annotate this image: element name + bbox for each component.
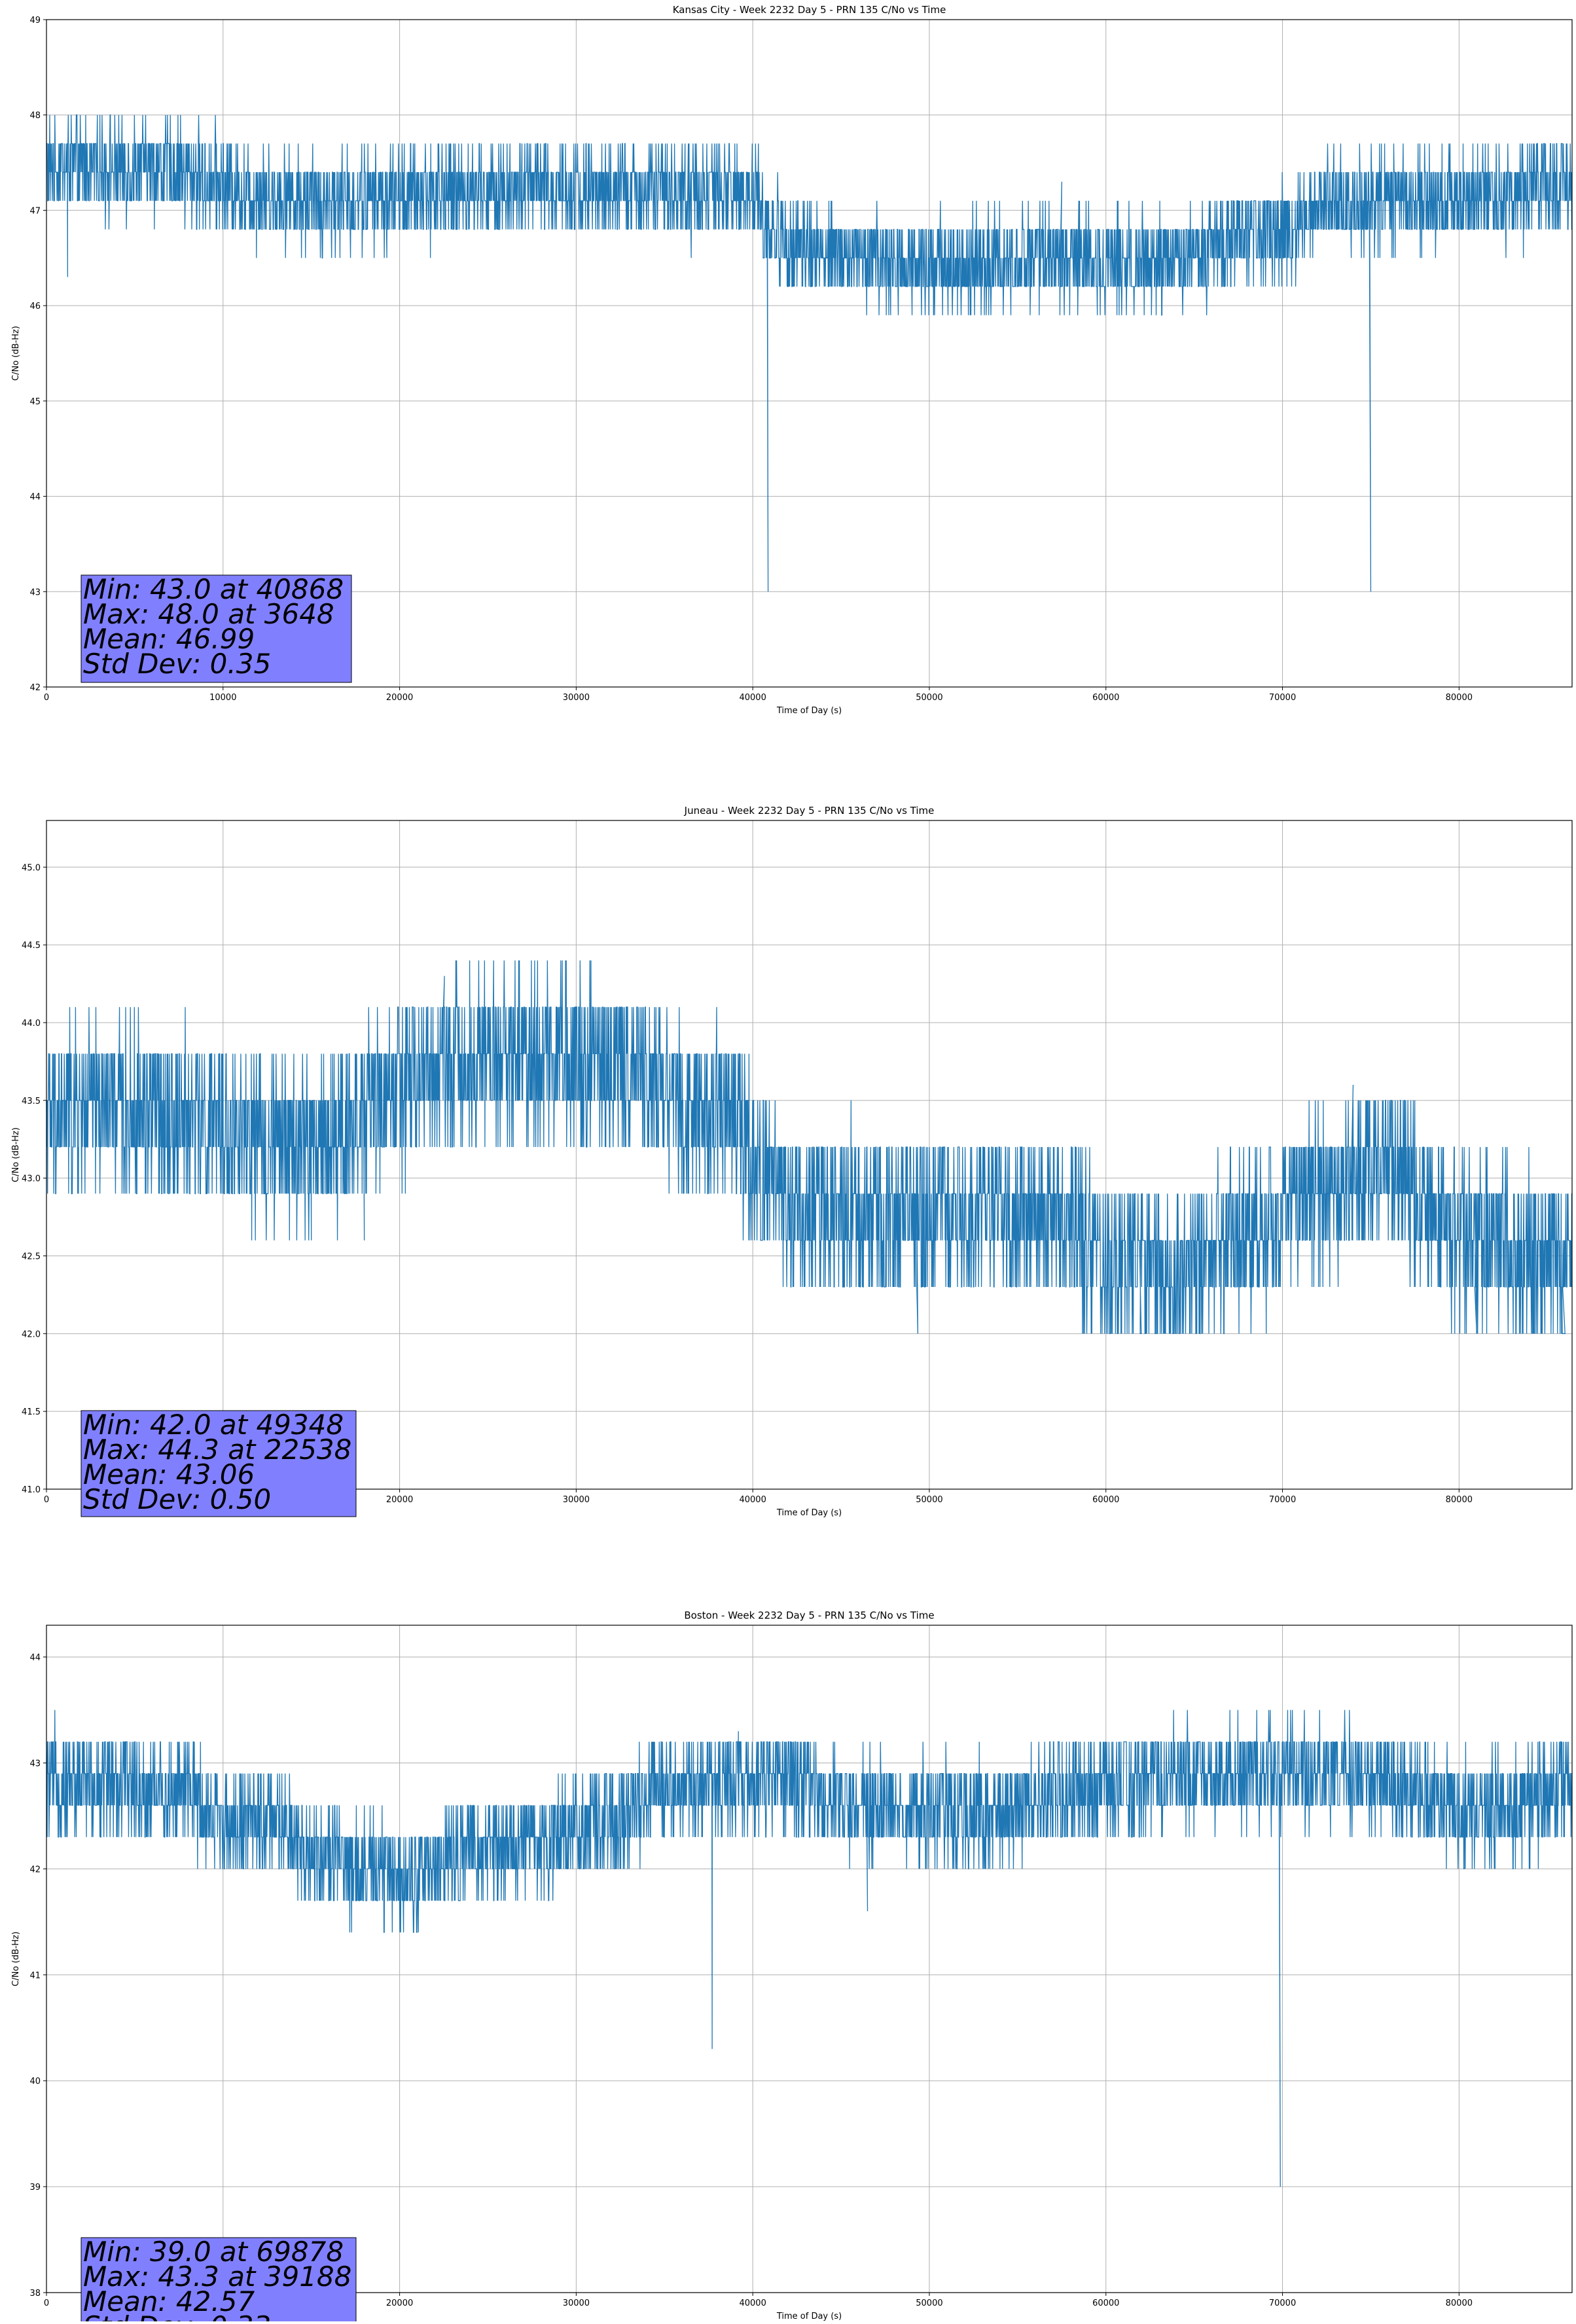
plot-frame: [46, 820, 1573, 1490]
y-tick-label: 42: [29, 1865, 41, 1875]
chart-svg: Boston - Week 2232 Day 5 - PRN 135 C/No …: [11, 1610, 1573, 2324]
y-axis-label: C/No (dB-Hz): [11, 1931, 21, 1986]
x-axis-label: Time of Day (s): [776, 1508, 842, 1518]
y-tick-label: 42.0: [22, 1329, 41, 1339]
plot-frame: [46, 1625, 1573, 2293]
data-series-line: [46, 960, 1573, 1334]
stats-box-background: [81, 574, 352, 683]
x-tick-label: 40000: [739, 1495, 766, 1505]
y-tick-label: 38: [29, 2289, 41, 2298]
stats-box-background: [81, 2237, 357, 2324]
x-tick-label: 50000: [916, 693, 942, 703]
y-axis-label: C/No (dB-Hz): [11, 326, 21, 381]
y-tick-label: 41: [29, 1971, 41, 1981]
y-tick-label: 44: [29, 1653, 41, 1663]
x-axis-label: Time of Day (s): [776, 2312, 842, 2321]
x-tick-label: 70000: [1269, 693, 1296, 703]
y-axis-label: C/No (dB-Hz): [11, 1127, 21, 1182]
x-tick-label: 30000: [563, 2298, 590, 2308]
y-tick-label: 44: [29, 493, 41, 502]
y-tick-label: 43: [29, 1759, 41, 1769]
y-tick-label: 49: [29, 16, 41, 26]
data-series-line: [46, 1710, 1573, 2187]
x-tick-label: 60000: [1092, 1495, 1119, 1505]
y-tick-label: 45: [29, 397, 41, 407]
y-tick-label: 45.0: [22, 863, 41, 873]
y-tick-label: 43.5: [22, 1097, 41, 1106]
x-tick-label: 60000: [1092, 2298, 1119, 2308]
y-tick-label: 41.5: [22, 1407, 41, 1417]
stats-mean: Mean: 46.99: [83, 623, 255, 655]
y-tick-label: 41.0: [22, 1485, 41, 1495]
stats-std-dev: Std Dev: 0.33: [83, 2310, 271, 2321]
x-tick-label: 40000: [739, 2298, 766, 2308]
x-tick-label: 80000: [1446, 693, 1473, 703]
x-tick-label: 20000: [386, 1495, 413, 1505]
x-tick-label: 0: [44, 693, 49, 703]
x-tick-label: 80000: [1446, 1495, 1473, 1505]
stats-box-background: [81, 1410, 357, 1517]
plot-frame: [46, 19, 1573, 688]
x-tick-label: 0: [44, 1495, 49, 1505]
y-tick-label: 43.0: [22, 1174, 41, 1184]
gridlines: [46, 1625, 1572, 2293]
x-tick-label: 70000: [1269, 2298, 1296, 2308]
chart-panel-kansas-city: Kansas City - Week 2232 Day 5 - PRN 135 …: [0, 0, 1576, 772]
stats-max: Max: 43.3 at 39188: [83, 2261, 351, 2293]
y-tick-label: 43: [29, 588, 41, 597]
x-tick-label: 80000: [1446, 2298, 1473, 2308]
y-tick-label: 42: [29, 683, 41, 693]
x-tick-label: 20000: [386, 2298, 413, 2308]
stats-std-dev: Std Dev: 0.35: [83, 648, 271, 680]
stats-max: Max: 44.3 at 22538: [83, 1434, 351, 1466]
stats-mean: Mean: 42.57: [83, 2285, 255, 2317]
y-tick-label: 39: [29, 2183, 41, 2192]
data-series-line: [46, 114, 1573, 592]
y-tick-label: 42.5: [22, 1252, 41, 1261]
y-tick-label: 40: [29, 2077, 41, 2086]
chart-panel-juneau: Juneau - Week 2232 Day 5 - PRN 135 C/No …: [0, 772, 1576, 1544]
x-tick-label: 50000: [916, 1495, 942, 1505]
stats-min: Min: 43.0 at 40868: [83, 573, 344, 605]
chart-title: Kansas City - Week 2232 Day 5 - PRN 135 …: [673, 4, 946, 16]
stats-min: Min: 42.0 at 49348: [83, 1409, 344, 1441]
x-tick-label: 40000: [739, 693, 766, 703]
x-tick-label: 20000: [386, 693, 413, 703]
stats-max: Max: 48.0 at 3648: [83, 598, 334, 630]
x-tick-label: 10000: [209, 693, 236, 703]
stats-min: Min: 39.0 at 69878: [83, 2236, 344, 2268]
chart-panel-boston: Boston - Week 2232 Day 5 - PRN 135 C/No …: [0, 1544, 1576, 2324]
x-tick-label: 70000: [1269, 1495, 1296, 1505]
x-tick-label: 60000: [1092, 693, 1119, 703]
chart-title: Juneau - Week 2232 Day 5 - PRN 135 C/No …: [684, 805, 935, 817]
x-axis-label: Time of Day (s): [776, 706, 842, 716]
y-tick-label: 44.5: [22, 941, 41, 951]
x-tick-label: 50000: [916, 2298, 942, 2308]
chart-svg: Juneau - Week 2232 Day 5 - PRN 135 C/No …: [11, 805, 1573, 1518]
chart-title: Boston - Week 2232 Day 5 - PRN 135 C/No …: [684, 1610, 934, 1621]
stats-std-dev: Std Dev: 0.50: [83, 1483, 271, 1515]
x-tick-label: 30000: [563, 693, 590, 703]
y-tick-label: 44.0: [22, 1019, 41, 1029]
chart-svg: Kansas City - Week 2232 Day 5 - PRN 135 …: [11, 4, 1573, 716]
x-tick-label: 0: [44, 2298, 49, 2308]
x-tick-label: 30000: [563, 1495, 590, 1505]
y-tick-label: 48: [29, 111, 41, 121]
stats-mean: Mean: 43.06: [83, 1458, 255, 1490]
y-tick-label: 46: [29, 302, 41, 311]
y-tick-label: 47: [29, 206, 41, 216]
